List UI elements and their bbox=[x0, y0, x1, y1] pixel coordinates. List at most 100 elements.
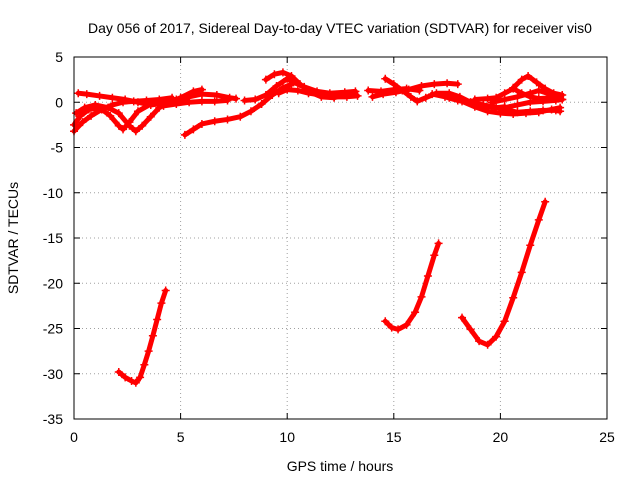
series-trace bbox=[459, 199, 548, 348]
y-tick-label: -15 bbox=[43, 230, 63, 246]
data-point-marker bbox=[556, 103, 565, 112]
data-point-marker bbox=[257, 100, 266, 109]
data-point-marker bbox=[95, 91, 104, 100]
y-tick-label: -10 bbox=[43, 185, 63, 201]
data-point-marker bbox=[251, 95, 260, 104]
data-point-marker bbox=[172, 100, 181, 109]
data-point-marker bbox=[458, 97, 467, 106]
data-point-marker bbox=[148, 331, 157, 340]
x-axis-label: GPS time / hours bbox=[287, 458, 394, 474]
data-point-marker bbox=[121, 373, 130, 382]
data-point-marker bbox=[146, 112, 155, 121]
data-point-marker bbox=[133, 98, 142, 107]
data-point-marker bbox=[232, 94, 241, 103]
data-point-marker bbox=[261, 75, 270, 84]
series-trace bbox=[446, 95, 563, 117]
data-point-marker bbox=[138, 121, 147, 130]
data-point-marker bbox=[381, 317, 390, 326]
data-point-marker bbox=[278, 68, 287, 77]
data-point-marker bbox=[532, 78, 541, 87]
data-series-arc-14 bbox=[445, 93, 565, 119]
series-trace bbox=[382, 240, 442, 332]
data-point-marker bbox=[526, 89, 535, 98]
data-point-marker bbox=[114, 109, 123, 118]
chart-title: Day 056 of 2017, Sidereal Day-to-day VTE… bbox=[88, 20, 592, 36]
data-point-marker bbox=[136, 373, 145, 382]
y-tick-label: -35 bbox=[43, 411, 63, 427]
data-point-marker bbox=[140, 360, 149, 369]
data-series-arc-18 bbox=[500, 95, 567, 112]
data-point-marker bbox=[379, 90, 388, 99]
data-point-marker bbox=[445, 93, 454, 102]
data-point-marker bbox=[534, 86, 543, 95]
data-point-marker bbox=[547, 105, 556, 114]
data-point-marker bbox=[364, 86, 373, 95]
data-point-marker bbox=[125, 121, 134, 130]
data-point-marker bbox=[509, 293, 518, 302]
data-point-marker bbox=[398, 86, 407, 95]
data-point-marker bbox=[121, 95, 130, 104]
y-tick-label: -30 bbox=[43, 366, 63, 382]
data-point-marker bbox=[330, 92, 339, 101]
data-point-marker bbox=[114, 367, 123, 376]
data-point-marker bbox=[87, 111, 96, 120]
data-point-marker bbox=[475, 337, 484, 346]
data-point-marker bbox=[551, 96, 560, 105]
data-point-marker bbox=[189, 125, 198, 134]
data-point-marker bbox=[274, 89, 283, 98]
data-point-marker bbox=[91, 100, 100, 109]
y-tick-label: 5 bbox=[55, 49, 63, 65]
data-point-marker bbox=[153, 315, 162, 324]
data-point-marker bbox=[411, 308, 420, 317]
data-point-marker bbox=[526, 241, 535, 250]
data-series-arc-1 bbox=[70, 93, 177, 136]
data-point-marker bbox=[106, 111, 115, 120]
data-series-arc-21 bbox=[458, 197, 550, 349]
data-point-marker bbox=[483, 94, 492, 103]
data-point-marker bbox=[293, 86, 302, 95]
x-tick-label: 20 bbox=[493, 429, 509, 445]
data-point-marker bbox=[72, 109, 81, 118]
data-point-marker bbox=[417, 292, 426, 301]
data-point-marker bbox=[368, 92, 377, 101]
data-point-marker bbox=[500, 95, 509, 104]
data-point-marker bbox=[381, 74, 390, 83]
data-point-marker bbox=[413, 97, 422, 106]
data-point-marker bbox=[423, 272, 432, 281]
data-series-arc-20 bbox=[381, 239, 443, 334]
data-point-marker bbox=[197, 97, 206, 106]
data-point-marker bbox=[487, 98, 496, 107]
data-point-marker bbox=[500, 317, 509, 326]
data-point-marker bbox=[210, 117, 219, 126]
data-point-marker bbox=[240, 96, 249, 105]
data-point-marker bbox=[513, 92, 522, 101]
data-point-marker bbox=[353, 91, 362, 100]
data-point-marker bbox=[430, 80, 439, 89]
data-series-arc-11 bbox=[368, 79, 462, 101]
y-tick-label: 0 bbox=[55, 94, 63, 110]
data-point-marker bbox=[417, 81, 426, 90]
data-point-marker bbox=[287, 72, 296, 81]
data-point-marker bbox=[539, 97, 548, 106]
data-point-marker bbox=[80, 103, 89, 112]
data-points bbox=[70, 68, 567, 387]
data-point-marker bbox=[197, 90, 206, 99]
x-tick-label: 5 bbox=[177, 429, 185, 445]
data-point-marker bbox=[500, 103, 509, 112]
data-point-marker bbox=[517, 75, 526, 84]
data-point-marker bbox=[391, 88, 400, 97]
data-point-marker bbox=[443, 79, 452, 88]
data-point-marker bbox=[108, 93, 117, 102]
data-point-marker bbox=[223, 115, 232, 124]
data-point-marker bbox=[492, 332, 501, 341]
x-tick-label: 25 bbox=[599, 429, 615, 445]
data-point-marker bbox=[541, 197, 550, 206]
data-point-marker bbox=[470, 95, 479, 104]
data-point-marker bbox=[246, 107, 255, 116]
data-point-marker bbox=[470, 102, 479, 111]
data-point-marker bbox=[434, 239, 443, 248]
data-point-marker bbox=[272, 81, 281, 90]
y-tick-label: -5 bbox=[51, 140, 64, 156]
data-series-arc-19 bbox=[114, 286, 170, 387]
x-tick-label: 15 bbox=[386, 429, 402, 445]
